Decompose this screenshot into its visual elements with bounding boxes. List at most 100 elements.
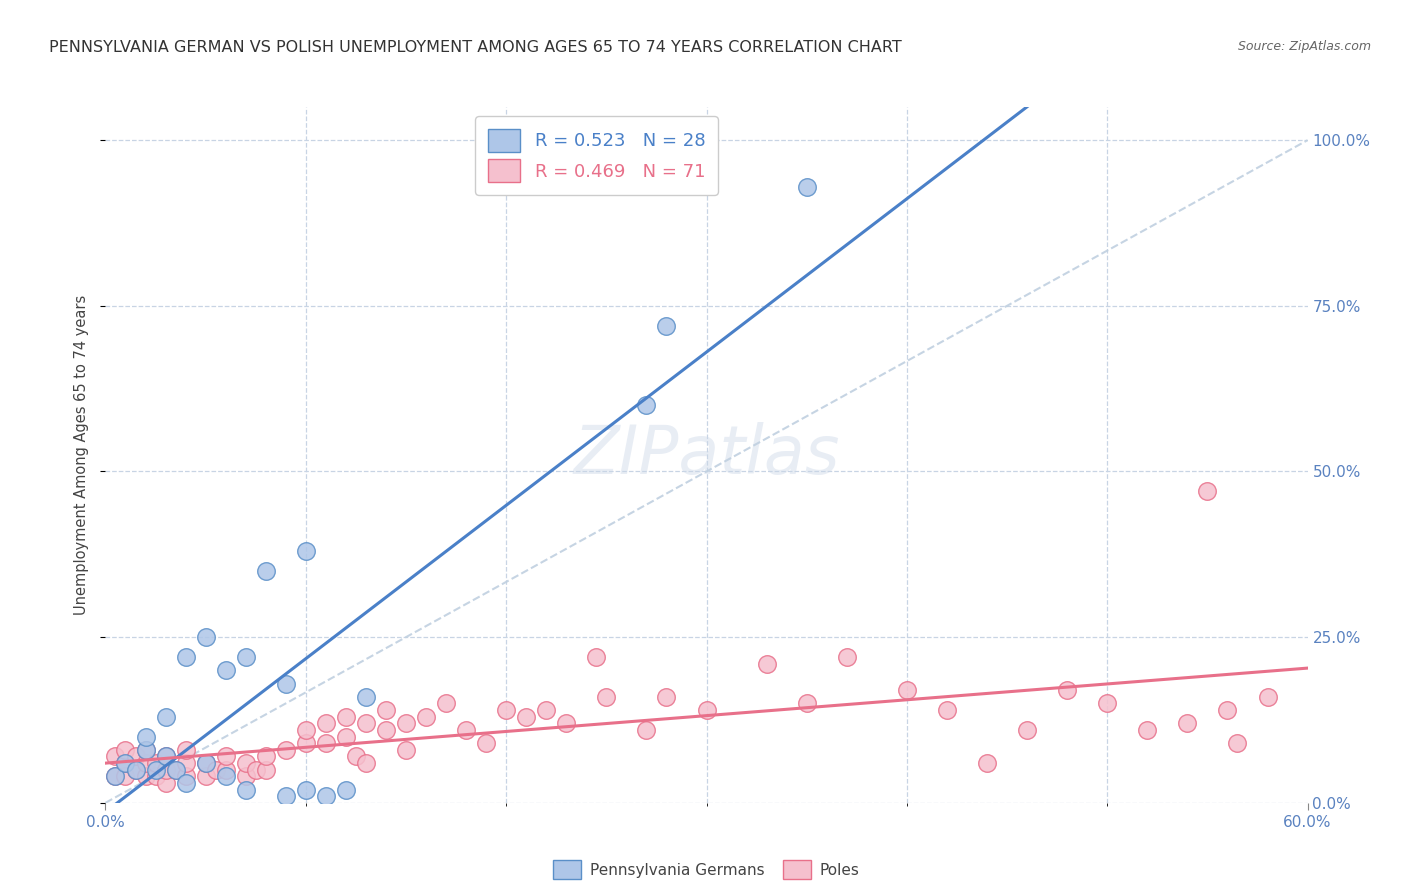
Point	[374, 703, 398, 717]
Point	[354, 690, 377, 704]
Point	[194, 756, 217, 770]
Point	[235, 756, 257, 770]
Point	[174, 769, 197, 783]
Point	[344, 749, 367, 764]
Point	[1257, 690, 1279, 704]
Point	[896, 683, 918, 698]
Point	[1017, 723, 1039, 737]
Point	[1136, 723, 1159, 737]
Point	[165, 763, 187, 777]
Point	[104, 769, 127, 783]
Point	[214, 663, 236, 677]
Point	[415, 709, 437, 723]
Point	[515, 709, 537, 723]
Point	[315, 716, 337, 731]
Point	[174, 756, 197, 770]
Point	[145, 769, 167, 783]
Point	[395, 743, 418, 757]
Point	[534, 703, 557, 717]
Point	[315, 736, 337, 750]
Point	[1226, 736, 1249, 750]
Point	[976, 756, 998, 770]
Text: PENNSYLVANIA GERMAN VS POLISH UNEMPLOYMENT AMONG AGES 65 TO 74 YEARS CORRELATION: PENNSYLVANIA GERMAN VS POLISH UNEMPLOYME…	[49, 40, 903, 55]
Point	[194, 630, 217, 644]
Point	[1197, 484, 1219, 499]
Point	[254, 749, 277, 764]
Point	[636, 398, 658, 412]
Point	[174, 743, 197, 757]
Point	[135, 756, 157, 770]
Point	[755, 657, 778, 671]
Point	[145, 756, 167, 770]
Point	[114, 756, 136, 770]
Point	[235, 769, 257, 783]
Point	[145, 763, 167, 777]
Point	[114, 756, 136, 770]
Point	[165, 763, 187, 777]
Point	[114, 743, 136, 757]
Point	[135, 730, 157, 744]
Point	[295, 544, 318, 558]
Point	[235, 650, 257, 665]
Point	[354, 756, 377, 770]
Point	[555, 716, 578, 731]
Point	[155, 709, 177, 723]
Point	[254, 564, 277, 578]
Point	[655, 318, 678, 333]
Point	[1056, 683, 1078, 698]
Point	[135, 743, 157, 757]
Point	[135, 743, 157, 757]
Legend: Pennsylvania Germans, Poles: Pennsylvania Germans, Poles	[547, 854, 866, 886]
Point	[835, 650, 858, 665]
Point	[1216, 703, 1239, 717]
Point	[936, 703, 959, 717]
Point	[1097, 697, 1119, 711]
Point	[155, 749, 177, 764]
Point	[585, 650, 607, 665]
Point	[354, 716, 377, 731]
Point	[454, 723, 477, 737]
Point	[796, 179, 818, 194]
Point	[374, 723, 398, 737]
Y-axis label: Unemployment Among Ages 65 to 74 years: Unemployment Among Ages 65 to 74 years	[75, 294, 90, 615]
Point	[155, 763, 177, 777]
Point	[335, 730, 357, 744]
Point	[104, 769, 127, 783]
Point	[295, 736, 318, 750]
Point	[124, 763, 146, 777]
Point	[295, 723, 318, 737]
Point	[214, 763, 236, 777]
Point	[114, 769, 136, 783]
Point	[124, 763, 146, 777]
Point	[595, 690, 617, 704]
Point	[395, 716, 418, 731]
Point	[174, 650, 197, 665]
Point	[655, 690, 678, 704]
Point	[245, 763, 267, 777]
Point	[174, 776, 197, 790]
Point	[274, 743, 297, 757]
Text: ZIPatlas: ZIPatlas	[574, 422, 839, 488]
Point	[104, 749, 127, 764]
Point	[335, 782, 357, 797]
Point	[696, 703, 718, 717]
Point	[1177, 716, 1199, 731]
Point	[274, 676, 297, 690]
Point	[214, 769, 236, 783]
Point	[194, 756, 217, 770]
Point	[475, 736, 498, 750]
Point	[274, 789, 297, 804]
Point	[434, 697, 457, 711]
Text: Source: ZipAtlas.com: Source: ZipAtlas.com	[1237, 40, 1371, 54]
Point	[636, 723, 658, 737]
Point	[235, 782, 257, 797]
Point	[295, 782, 318, 797]
Point	[194, 769, 217, 783]
Point	[124, 749, 146, 764]
Point	[155, 776, 177, 790]
Point	[155, 749, 177, 764]
Point	[135, 769, 157, 783]
Point	[204, 763, 226, 777]
Point	[335, 709, 357, 723]
Point	[315, 789, 337, 804]
